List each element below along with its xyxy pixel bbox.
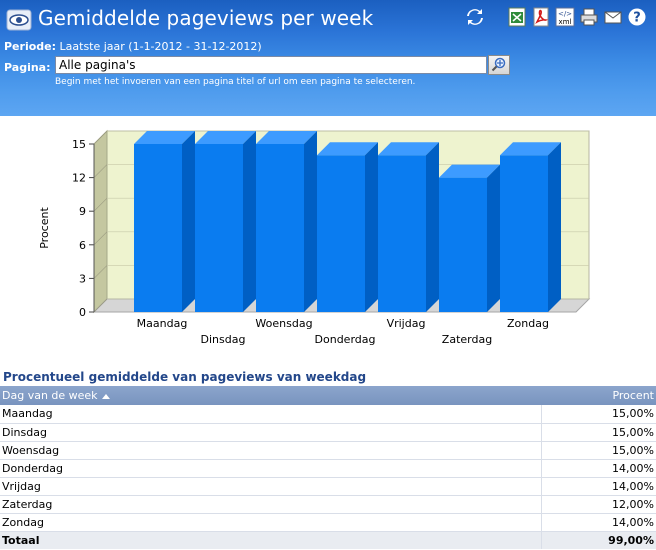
x-tick-label-vrijdag: Vrijdag	[387, 317, 426, 330]
periode-value: Laatste jaar (1-1-2012 - 31-12-2012)	[59, 40, 262, 53]
email-icon[interactable]	[602, 6, 624, 28]
x-tick-label-maandag: Maandag	[137, 317, 188, 330]
table-row: Vrijdag 14,00%	[0, 477, 656, 496]
column-header-day[interactable]: Dag van de week	[0, 386, 541, 405]
chart-labels: 0 3 6 9 12 15 Procent Maandag Dinsdag WoensdagDon…	[38, 138, 549, 346]
cell-pct: 15,00%	[540, 405, 656, 424]
gridline-side	[93, 130, 108, 145]
table-header-row: Dag van de week Procent	[0, 386, 656, 405]
cell-day: Woensdag	[0, 441, 541, 460]
table-row: Zondag 14,00%	[0, 513, 656, 532]
svg-text:?: ?	[633, 11, 641, 26]
pagina-label: Pagina:	[4, 61, 51, 74]
x-tick-label-zondag: Zondag	[507, 317, 549, 330]
periode-label: Periode:	[4, 40, 57, 53]
bar-vrijdag	[378, 155, 426, 312]
cell-day: Dinsdag	[0, 423, 541, 442]
page-search-button[interactable]	[488, 55, 510, 75]
y-tick-label: 12	[72, 172, 86, 185]
report-header: Gemiddelde pageviews per week </> xml ? P…	[0, 0, 656, 116]
table-row: Woensdag 15,00%	[0, 441, 656, 460]
x-tick-label-zaterdag: Zaterdag	[442, 333, 492, 346]
x-tick-label-dinsdag: Dinsdag	[201, 333, 246, 346]
pdf-export-icon[interactable]	[530, 6, 552, 28]
bar-top-woensdag	[256, 131, 317, 144]
sort-ascending-icon	[101, 393, 110, 399]
y-tick-label: 9	[79, 205, 86, 218]
chart-bars	[134, 131, 561, 312]
cell-pct: 14,00%	[540, 459, 656, 478]
y-tick-label: 0	[79, 306, 86, 319]
cell-day: Zaterdag	[0, 495, 541, 514]
chart-area: 0 3 6 9 12 15 Procent Maandag Dinsdag Woensdag Don…	[0, 116, 656, 364]
x-tick-label-woensdag: Woensdag	[255, 317, 312, 330]
table-row: Maandag 15,00%	[0, 405, 656, 424]
xml-export-icon[interactable]: </> xml	[554, 6, 576, 28]
bar-side-woensdag	[304, 131, 317, 312]
gridline-side	[93, 231, 108, 246]
total-label: Totaal	[0, 531, 541, 549]
cell-pct: 12,00%	[540, 495, 656, 514]
bar-side-vrijdag	[426, 142, 439, 312]
bar-top-zondag	[500, 142, 561, 156]
bar-top-zaterdag	[439, 164, 500, 178]
y-tick-label: 15	[72, 138, 86, 151]
bar-side-zaterdag	[487, 164, 500, 312]
bar-side-maandag	[182, 131, 195, 312]
table-row: Zaterdag 12,00%	[0, 495, 656, 514]
print-icon[interactable]	[578, 6, 600, 28]
total-row: Totaal 99,00%	[0, 531, 656, 549]
bar-top-vrijdag	[378, 142, 439, 156]
bar-chart: 0 3 6 9 12 15 Procent Maandag Dinsdag WoensdagDon…	[38, 129, 591, 346]
y-tick-label: 3	[79, 272, 86, 285]
total-value: 99,00%	[540, 531, 656, 549]
cell-day: Zondag	[0, 513, 541, 532]
table-row: Dinsdag 15,00%	[0, 423, 656, 442]
cell-day: Donderdag	[0, 459, 541, 478]
data-table: Dag van de week Procent Maandag 15,00% Di…	[0, 386, 656, 549]
refresh-icon[interactable]	[464, 6, 486, 28]
help-icon[interactable]: ?	[626, 6, 648, 28]
pagina-input[interactable]	[55, 56, 487, 74]
column-header-pct[interactable]: Procent	[541, 386, 656, 405]
gridline-side	[93, 265, 108, 279]
eye-icon	[6, 9, 32, 31]
bar-maandag	[134, 144, 182, 312]
bar-zondag	[500, 155, 548, 312]
bar-top-dinsdag	[195, 131, 256, 144]
gridline-side	[93, 164, 108, 178]
bar-top-maandag	[134, 131, 195, 144]
bar-top-donderdag	[317, 142, 378, 156]
bar-side-dinsdag	[243, 131, 256, 312]
page-title: Gemiddelde pageviews per week	[38, 6, 374, 30]
excel-export-icon[interactable]	[506, 6, 528, 28]
y-axis-label: Procent	[38, 207, 51, 249]
cell-pct: 15,00%	[540, 441, 656, 460]
toolbar: </> xml ?	[464, 6, 648, 28]
pagina-hint: Begin met het invoeren van een pagina ti…	[55, 77, 416, 87]
section-title: Procentueel gemiddelde van pageviews van…	[3, 370, 367, 384]
x-tick-label-donderdag: Donderdag	[315, 333, 376, 346]
plot-side-wall	[93, 129, 108, 314]
gridline-side	[93, 298, 108, 313]
cell-pct: 15,00%	[540, 423, 656, 442]
bar-zaterdag	[439, 177, 487, 312]
y-tick-label: 6	[79, 239, 86, 252]
bar-dinsdag	[195, 144, 243, 312]
column-header-day-label: Dag van de week	[2, 389, 98, 402]
svg-text:</>: </>	[558, 10, 572, 18]
periode-row: Periode: Laatste jaar (1-1-2012 - 31-12-…	[4, 40, 262, 53]
gridline-side	[93, 197, 108, 212]
xml-label: xml	[559, 18, 572, 26]
bar-donderdag	[317, 155, 365, 312]
bar-side-zondag	[548, 142, 561, 312]
magnifier-plus-icon	[491, 57, 506, 72]
cell-day: Maandag	[0, 405, 541, 424]
bar-woensdag	[256, 144, 304, 312]
cell-day: Vrijdag	[0, 477, 541, 496]
bar-side-donderdag	[365, 142, 378, 312]
cell-pct: 14,00%	[540, 477, 656, 496]
table-row: Donderdag 14,00%	[0, 459, 656, 478]
cell-pct: 14,00%	[540, 513, 656, 532]
